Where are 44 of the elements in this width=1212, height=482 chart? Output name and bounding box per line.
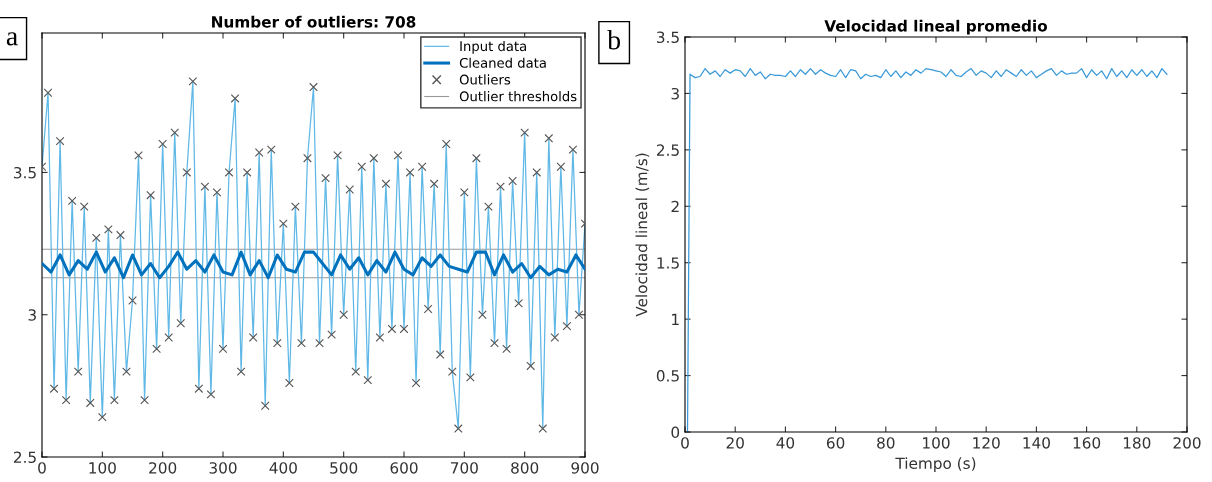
y-tick-label: 2 [671,200,679,213]
chart-title: Number of outliers: 708 [212,15,416,28]
y-tick-label: 3 [671,87,679,100]
x-tick-label: 100 [923,437,950,449]
line-series [686,67,1168,432]
x-tick-label: 60 [826,437,845,449]
x-tick-label: 80 [877,437,895,449]
x-tick-label: 400 [269,462,297,474]
y-tick-label: 2.5 [13,451,36,464]
text: b [607,29,621,50]
text: a [6,32,18,46]
x-tick-label: 160 [1073,437,1101,449]
x-tick-label: 0 [681,437,689,449]
x-tick-label: 300 [209,462,237,474]
x-tick-label: 200 [149,462,177,474]
x-tick-label: 40 [776,437,795,449]
x-tick-label: 500 [330,462,358,474]
y-tick-label: 0 [671,426,680,439]
x-tick-label: 100 [89,462,116,474]
x-tick-label: 20 [726,437,744,449]
x-tick-label: 120 [973,437,1000,449]
legend-label: Outliers [459,74,511,85]
y-tick-label: 3.5 [14,166,36,179]
legend-label: Input data [460,40,526,54]
x-tick-label: 700 [451,462,478,474]
x-tick-label: 800 [511,462,539,474]
y-tick-label: 2.5 [656,144,679,156]
x-tick-label: 200 [1173,437,1201,449]
y-tick-label: 1 [672,313,679,325]
x-tick-label: 0 [38,462,46,474]
chart-title: Velocidad lineal promedio [824,19,1048,35]
x-tick-label: 180 [1123,437,1151,449]
y-tick-label: 0.5 [656,370,679,382]
y-axis-title: Velocidad lineal (m/s) [635,153,650,317]
x-tick-label: 900 [571,462,599,474]
legend-label: Cleaned data [459,57,546,68]
x-axis-title: Tiempo (s) [895,457,976,472]
x-tick-label: 140 [1023,437,1050,449]
legend-label: Outlier thresholds [459,91,577,102]
y-tick-label: 3.5 [657,31,679,44]
y-tick-label: 3 [28,309,36,321]
line-series [42,250,585,280]
y-tick-label: 1.5 [657,257,679,269]
x-tick-label: 600 [390,462,418,474]
